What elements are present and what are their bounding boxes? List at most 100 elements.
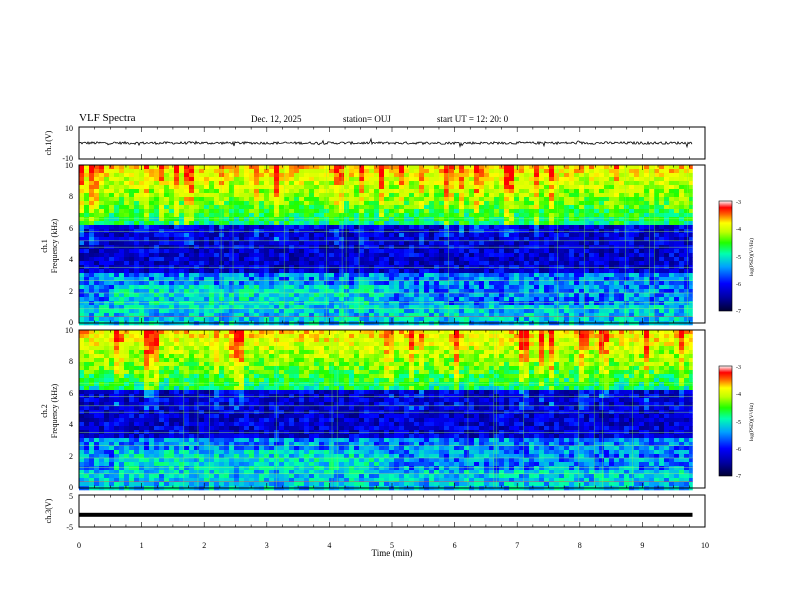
spectrogram-cell [139,213,145,218]
spectrogram-cell [639,301,645,306]
spectrogram-cell [514,237,520,242]
spectrogram-cell [654,237,660,242]
spectrogram-cell [579,297,585,302]
spectrogram-cell [229,265,235,270]
spectrogram-cell [244,297,250,302]
spectrogram-cell [189,181,195,186]
spectrogram-cell [649,305,655,310]
spectrogram-cell [639,177,645,182]
spectrogram-cell [244,209,250,214]
spectrogram-cell [134,253,140,258]
spectrogram-cell [484,233,490,238]
spectrogram-cell [574,221,580,226]
spectrogram-cell [464,305,470,310]
spectrogram-cell [314,205,320,210]
spectrogram-cell [424,173,430,178]
spectrogram-cell [114,305,120,310]
spectrogram-cell [199,193,205,198]
spectrogram-cell [264,301,270,306]
spectrogram-cell [129,317,135,322]
spectrogram-cell [139,285,145,290]
spectrogram-cell [274,221,280,226]
spectrogram-cell [119,265,125,270]
spectrogram-cell [619,201,625,206]
spectrogram-cell [504,225,510,230]
spectrogram-cell [499,241,505,246]
spectrogram-cell [599,253,605,258]
spectrogram-cell [489,281,495,286]
spectrogram-cell [409,233,415,238]
spectrogram-cell [579,317,585,322]
spectrogram-cell [274,289,280,294]
spectrogram-cell [634,253,640,258]
spectrogram-cell [369,217,375,222]
spectrogram-cell [154,189,160,194]
spectrogram-cell [499,249,505,254]
spectrogram-cell [259,197,265,202]
spectrogram-cell [639,265,645,270]
spectrogram-cell [394,253,400,258]
spectrogram-cell [279,253,285,258]
spectrogram-cell [539,201,545,206]
spectrogram-cell [434,277,440,282]
spectrogram-cell [399,305,405,310]
spectrogram-cell [94,317,100,322]
spectrogram-cell [479,289,485,294]
spectrogram-cell [254,261,260,266]
spectrogram-cell [424,189,430,194]
spectrogram-cell [359,169,365,174]
spectrogram-cell [614,297,620,302]
spectrogram-cell [484,317,490,322]
spectrogram-cell [424,257,430,262]
spectrogram-cell [529,261,535,266]
spectrogram-cell [429,185,435,190]
spectrogram-cell [579,165,585,170]
spectrogram-cell [424,293,430,298]
spectrogram-cell [204,197,210,202]
spectrogram-cell [504,209,510,214]
spectrogram-cell [304,273,310,278]
spectrogram-cell [464,297,470,302]
spectrogram-cell [89,305,95,310]
spectrogram-cell [154,305,160,310]
spectrogram-cell [684,313,690,318]
spectrogram-cell [449,185,455,190]
spectrogram-cell [444,173,450,178]
spectrogram-cell [84,301,90,306]
spectrogram-cell [289,237,295,242]
spectrogram-cell [489,165,495,170]
spectrogram-cell [249,253,255,258]
spectrogram-cell [279,249,285,254]
spectrogram-cell [434,305,440,310]
spectrogram-cell [569,273,575,278]
spectrogram-cell [224,301,230,306]
spectrogram-cell [544,269,550,274]
spectrogram-cell [384,225,390,230]
spectrogram-cell [434,313,440,318]
spectrogram-cell [379,309,385,314]
spectrogram-cell [494,301,500,306]
spectrogram-cell [189,301,195,306]
spectrogram-cell [519,305,525,310]
spectrogram-cell [364,213,370,218]
spectrogram-cell [464,293,470,298]
spectrogram-cell [214,241,220,246]
spectrogram-cell [394,261,400,266]
spectrogram-cell [634,193,640,198]
spectrogram-cell [454,285,460,290]
spectrogram-cell [84,293,90,298]
spectrogram-cell [444,301,450,306]
spectrogram-cell [534,277,540,282]
spectrogram-cell [194,261,200,266]
spectrogram-cell [89,261,95,266]
spectrogram-cell [269,269,275,274]
spectrogram-cell [79,249,85,254]
spectrogram-cell [669,189,675,194]
spectrogram-cell [339,213,345,218]
spectrogram-cell [419,181,425,186]
spectrogram-cell [199,257,205,262]
spectrogram-cell [439,217,445,222]
spectrogram-cell [674,233,680,238]
spectrogram-cell [529,293,535,298]
spectrogram-cell [204,181,210,186]
